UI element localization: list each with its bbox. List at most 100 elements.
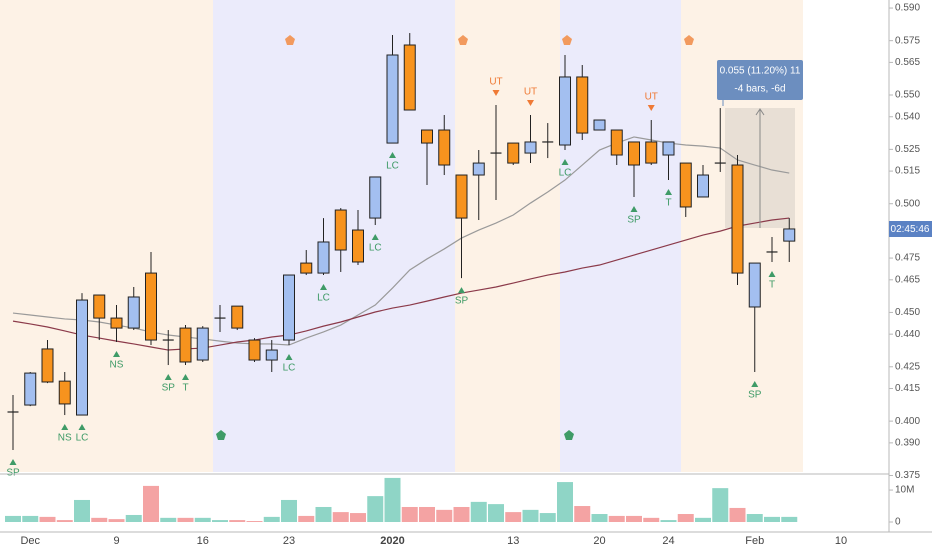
- x-tick-label: 16: [197, 535, 209, 547]
- volume-bar: [401, 506, 418, 522]
- candle-body: [748, 262, 761, 308]
- y-tick-label: 0.415: [895, 383, 920, 394]
- candle-body: [455, 174, 468, 219]
- candle-body: [628, 141, 640, 166]
- volume-bar: [522, 509, 539, 522]
- x-tick-label: 9: [113, 535, 119, 547]
- annotation-label: LC: [283, 363, 296, 374]
- candle-body: [127, 296, 140, 329]
- annotation-label: LC: [76, 433, 89, 444]
- signal-pentagon: [562, 35, 572, 45]
- y-tick-label: 0.475: [895, 253, 920, 264]
- candle-body: [369, 176, 382, 219]
- volume-bar: [56, 520, 73, 522]
- annotation-arrow: [78, 424, 86, 431]
- candle-body: [507, 142, 520, 164]
- signal-markers: [216, 35, 694, 440]
- volume-bar: [453, 506, 470, 522]
- candle-body: [472, 162, 485, 176]
- candle-body: [645, 141, 658, 164]
- measure-arrowhead: [755, 108, 765, 116]
- candle-body: [679, 162, 692, 208]
- annotation-arrow: [647, 105, 655, 112]
- annotation-arrow: [561, 159, 569, 166]
- candle-body: [662, 141, 675, 156]
- candle-body: [783, 228, 796, 242]
- volume-bar: [488, 504, 504, 522]
- volume-bar: [5, 515, 21, 522]
- candle-body: [24, 372, 37, 406]
- signal-pentagon: [285, 35, 295, 45]
- annotation-arrow: [630, 205, 638, 212]
- volume-bar: [332, 512, 349, 522]
- y-tick-label: 0.440: [895, 329, 920, 340]
- volume-bar: [350, 513, 366, 522]
- volume-bar: [695, 517, 711, 522]
- volume-bar: [212, 520, 228, 522]
- annotation-label: T: [182, 383, 188, 394]
- signal-pentagon: [458, 35, 468, 45]
- annotation-arrow: [320, 284, 327, 291]
- candle-body: [196, 327, 209, 361]
- volume-bar: [419, 506, 435, 522]
- measure-tooltip: [717, 60, 803, 100]
- axes: 0.590 0.575 0.565 0.550 0.540 0.525 0.515 0.500…: [20, 3, 920, 547]
- countdown-box: [889, 221, 932, 237]
- plot: SP NS LC NS SP T LC LC LC LC SP UT UT LC SP UT T SP T: [5, 33, 798, 522]
- y-tick-label: 0.390: [895, 438, 920, 449]
- volume-bar: [539, 513, 556, 522]
- y-tick-label: 0.550: [895, 90, 920, 101]
- candle-body: [179, 327, 192, 363]
- signal-pentagon: [684, 35, 694, 45]
- annotation-arrow: [182, 374, 189, 381]
- annotation-label: LC: [369, 243, 382, 254]
- volume-bar: [177, 517, 194, 522]
- candle-body: [265, 349, 278, 361]
- measure-text: 0.055 (11.20%) 11: [720, 66, 801, 77]
- volume-bar: [125, 514, 142, 522]
- volume-bar: [712, 488, 729, 522]
- candle-body: [403, 44, 416, 111]
- annotation-arrow: [768, 270, 776, 277]
- volume-bar: [22, 515, 39, 522]
- y-tick-label: 0.500: [895, 198, 920, 209]
- volume-bar: [746, 514, 763, 522]
- y-tick-label: 0.375: [895, 470, 920, 481]
- x-tick-label: Dec: [20, 535, 40, 547]
- candle-body: [248, 339, 261, 361]
- volume-bar: [108, 519, 125, 522]
- y-tick-label: 0.450: [895, 307, 920, 318]
- annotation-label: LC: [317, 293, 330, 304]
- volume-bar: [608, 515, 625, 522]
- volume-bar: [263, 516, 280, 522]
- x-tick-label: 20: [593, 535, 605, 547]
- measure-text: -4 bars, -6d: [734, 84, 785, 95]
- annotation-arrow: [458, 287, 465, 294]
- countdown: 02:45:46: [891, 224, 930, 235]
- volume-bar: [660, 520, 677, 522]
- x-tick-label: 23: [283, 535, 295, 547]
- volume-bar: [367, 496, 384, 522]
- annotation-label: LC: [559, 168, 572, 179]
- candle-body: [231, 305, 244, 329]
- y-tick-label: 0.425: [895, 361, 920, 372]
- x-tick-label: 13: [507, 535, 519, 547]
- candle-body: [697, 174, 709, 198]
- y-tick-label: 0.515: [895, 166, 920, 177]
- x-tick-label: 10: [835, 535, 847, 547]
- annotation-arrow: [665, 189, 672, 196]
- volume-bar: [591, 514, 608, 522]
- annotation-label: SP: [627, 215, 641, 226]
- candle-body: [352, 229, 364, 263]
- volume-bar: [764, 516, 780, 522]
- band: [560, 0, 681, 472]
- annotation-label: UT: [489, 77, 502, 88]
- annotation-label: SP: [6, 468, 20, 479]
- y-tick-label: 0.400: [895, 416, 920, 427]
- y-tick-label: 0.525: [895, 144, 920, 155]
- candle-body: [300, 262, 313, 274]
- volume-bar: [557, 482, 573, 522]
- annotation-label: LC: [386, 161, 399, 172]
- candle-body: [145, 272, 157, 341]
- x-tick-label: Feb: [745, 535, 764, 547]
